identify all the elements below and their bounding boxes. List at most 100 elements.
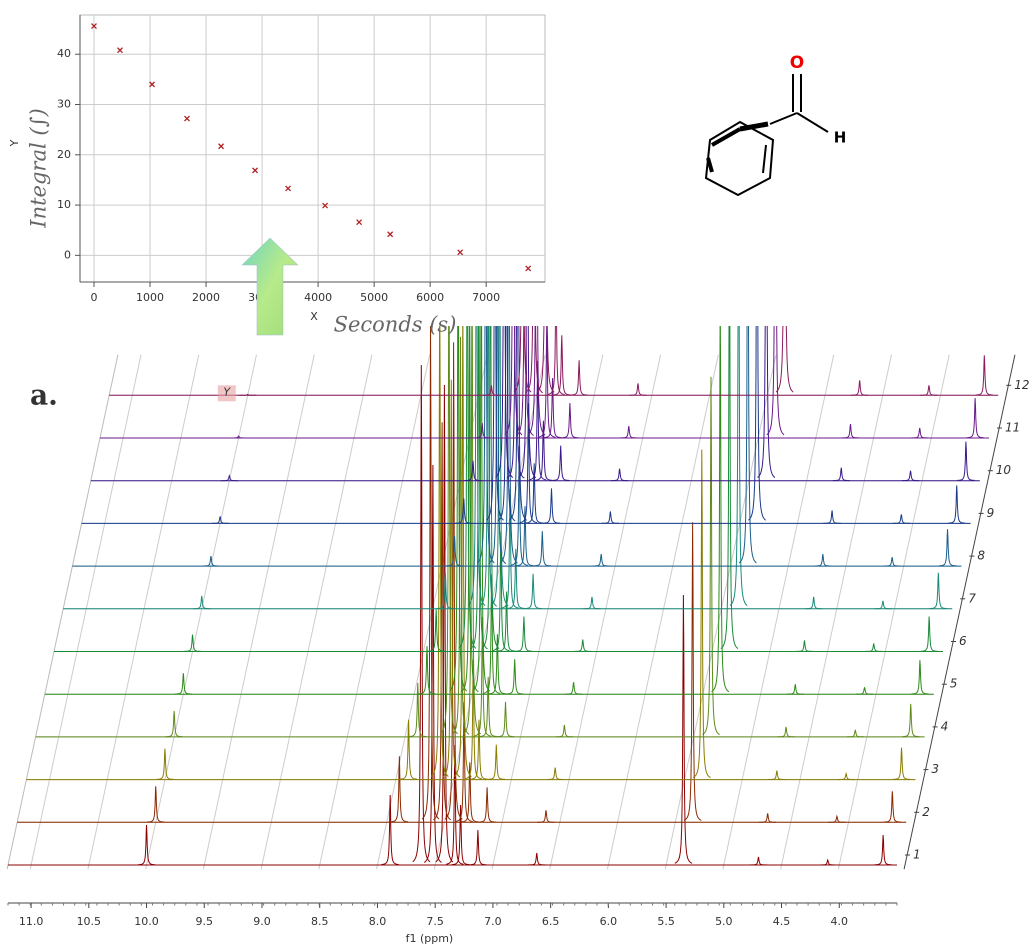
grid-line	[29, 354, 142, 870]
grid-line	[318, 354, 431, 870]
depth-axis	[903, 354, 1016, 870]
peak	[846, 729, 864, 738]
peak	[470, 719, 488, 780]
peak	[469, 829, 487, 866]
peak	[975, 355, 993, 396]
peak	[892, 514, 910, 524]
peak	[412, 364, 431, 863]
peak	[495, 326, 514, 478]
inset-scatter: 01000200030004000500060007000010203040In…	[8, 14, 546, 337]
peak	[865, 643, 883, 652]
marker	[91, 23, 97, 30]
x-tick-label: 4.0	[831, 915, 849, 928]
x-tick-label: 1000	[136, 291, 164, 304]
peak	[823, 510, 841, 524]
peak	[552, 445, 570, 481]
peak	[620, 425, 638, 439]
series-label: 5	[950, 677, 958, 691]
peak	[683, 522, 702, 821]
plane-edge	[6, 354, 119, 870]
peak	[883, 556, 901, 567]
grid-line	[549, 354, 662, 870]
peak	[507, 548, 525, 609]
peak	[768, 770, 786, 780]
peak	[527, 326, 546, 436]
peak	[901, 470, 920, 482]
marker-stroke	[285, 185, 292, 192]
x-axis-title: Seconds (s)	[334, 313, 457, 337]
peak	[759, 813, 777, 823]
peak	[418, 646, 436, 695]
peak	[555, 724, 573, 738]
annotation: Y	[223, 385, 231, 398]
peak	[702, 376, 720, 736]
peak	[211, 516, 229, 524]
peak	[435, 384, 454, 863]
marker	[252, 167, 259, 174]
x-tick-label: 7.0	[484, 915, 502, 928]
peak	[777, 726, 795, 738]
peak	[156, 748, 174, 780]
spectrum	[8, 364, 897, 866]
marker	[356, 219, 363, 226]
spectrum	[26, 326, 916, 781]
x-axis-letter: X	[310, 310, 318, 323]
peak	[533, 531, 551, 567]
spectrum	[81, 326, 971, 524]
peak	[738, 326, 757, 564]
peak	[430, 326, 449, 777]
peak	[692, 449, 711, 778]
peak	[147, 786, 165, 823]
x-axis-title: f1 (ppm)	[406, 932, 454, 945]
peak	[902, 703, 920, 738]
peak	[390, 756, 409, 823]
peak	[444, 342, 463, 820]
peak	[516, 506, 534, 567]
peak	[165, 710, 183, 738]
peak	[461, 762, 479, 823]
peak	[497, 591, 516, 652]
annotation-box	[217, 385, 236, 402]
grid-line	[606, 354, 719, 870]
series-label: 10	[996, 463, 1012, 477]
spectrum	[90, 326, 980, 482]
spectrum	[35, 326, 925, 738]
peak	[534, 420, 552, 481]
spectrum	[54, 326, 943, 652]
peak	[399, 719, 418, 780]
peak	[583, 596, 601, 610]
x-tick-label: 4000	[304, 291, 332, 304]
grid-line	[260, 354, 373, 870]
peak	[515, 616, 533, 652]
y-axis-title: Integral (∫)	[27, 108, 51, 228]
spectrum	[63, 326, 953, 610]
peak	[892, 747, 911, 780]
x-tick-label: 5000	[360, 291, 388, 304]
peak	[561, 402, 579, 439]
peak	[553, 335, 571, 396]
y-tick-label: 0	[64, 248, 71, 261]
grid-line	[433, 354, 546, 870]
peak	[220, 474, 238, 482]
series-label: 7	[968, 591, 976, 605]
peak	[911, 660, 929, 695]
marker	[322, 202, 329, 209]
peak	[421, 326, 440, 820]
peak	[518, 326, 537, 479]
peak	[874, 600, 892, 610]
peak	[542, 488, 561, 524]
peak	[911, 427, 929, 439]
peak	[479, 676, 497, 737]
peak	[137, 824, 156, 866]
marker	[285, 185, 292, 192]
series-label: 11	[1005, 421, 1020, 435]
marker-stroke	[356, 219, 363, 226]
atom-label: O	[790, 53, 804, 73]
series-label: 1	[913, 848, 921, 862]
marker-stroke	[457, 249, 464, 256]
peak	[473, 422, 491, 439]
marker-stroke	[387, 231, 394, 238]
grid-line	[491, 354, 604, 870]
peak	[408, 682, 427, 738]
